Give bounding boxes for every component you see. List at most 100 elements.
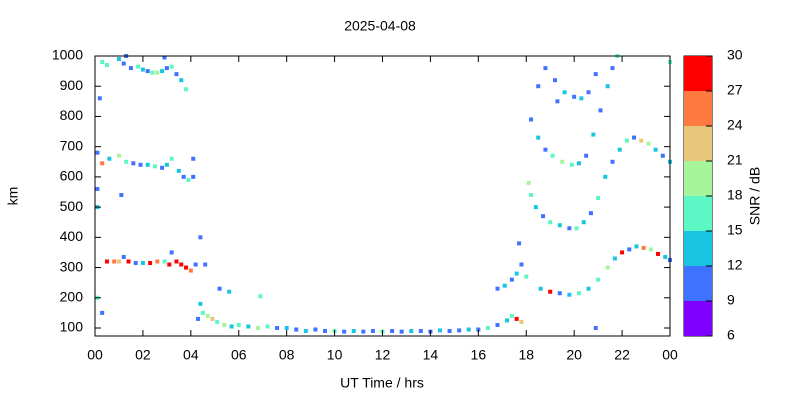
data-point xyxy=(529,193,534,198)
data-point xyxy=(162,55,167,60)
data-point xyxy=(541,214,546,219)
data-point xyxy=(342,329,347,334)
x-tick-label: 10 xyxy=(327,347,343,363)
data-point xyxy=(198,235,203,240)
data-point xyxy=(627,247,632,252)
data-point xyxy=(509,313,514,318)
data-point xyxy=(323,329,327,334)
data-point xyxy=(169,250,174,255)
data-point xyxy=(155,259,160,264)
data-point xyxy=(526,180,531,185)
y-tick-label: 1000 xyxy=(52,47,83,63)
data-point xyxy=(656,251,661,256)
data-point xyxy=(409,329,414,334)
data-point xyxy=(610,66,615,71)
data-point xyxy=(160,165,165,170)
data-point xyxy=(119,193,124,198)
data-point xyxy=(593,72,598,77)
y-tick-label: 100 xyxy=(60,319,84,335)
data-point xyxy=(653,147,658,152)
x-tick-label: 14 xyxy=(423,347,439,363)
colorbar-label: SNR / dB xyxy=(747,167,763,225)
data-point xyxy=(174,259,179,264)
colorbar-tick-label: 12 xyxy=(727,257,743,273)
colorbar-tick-label: 6 xyxy=(727,327,735,343)
data-point xyxy=(191,174,196,179)
data-point xyxy=(196,316,201,321)
data-point xyxy=(584,153,589,158)
data-point xyxy=(116,57,121,62)
data-point xyxy=(605,84,610,89)
points xyxy=(95,54,672,334)
data-point xyxy=(536,135,541,140)
data-point xyxy=(495,322,500,327)
y-tick-label: 600 xyxy=(60,168,84,184)
data-point xyxy=(567,226,572,231)
data-point xyxy=(191,156,196,161)
data-point xyxy=(200,310,205,315)
data-point xyxy=(574,226,579,231)
data-point xyxy=(160,69,165,74)
x-tick-label: 12 xyxy=(375,347,391,363)
data-point xyxy=(624,138,629,143)
data-point xyxy=(100,310,105,315)
data-point xyxy=(660,153,665,158)
data-point xyxy=(612,256,617,261)
data-point xyxy=(634,244,639,249)
data-point xyxy=(179,78,184,83)
data-point xyxy=(140,261,145,266)
data-point xyxy=(148,261,153,266)
colorbar-band xyxy=(684,196,712,231)
data-point xyxy=(567,292,572,297)
data-point xyxy=(227,289,232,294)
data-point xyxy=(164,66,169,71)
data-point xyxy=(188,268,193,273)
data-point xyxy=(155,70,160,75)
x-tick-label: 06 xyxy=(231,347,247,363)
data-point xyxy=(351,329,356,334)
data-point xyxy=(124,159,129,164)
data-point xyxy=(215,319,220,324)
data-point xyxy=(361,329,366,334)
plot-border xyxy=(94,55,671,337)
data-point xyxy=(164,162,169,167)
data-point xyxy=(529,117,534,122)
data-point xyxy=(560,159,565,164)
x-tick-label: 20 xyxy=(566,347,582,363)
colorbar-band xyxy=(684,301,712,336)
data-point xyxy=(181,174,186,179)
data-point xyxy=(210,316,215,321)
x-tick-label: 08 xyxy=(279,347,295,363)
data-point xyxy=(476,327,481,332)
x-tick-label: 16 xyxy=(471,347,487,363)
data-point xyxy=(162,259,167,264)
data-point xyxy=(579,96,584,101)
data-point xyxy=(620,250,625,255)
data-point xyxy=(145,69,150,74)
y-tick-label: 400 xyxy=(60,228,84,244)
data-point xyxy=(126,259,131,264)
data-point xyxy=(536,84,541,89)
colorbar-tick-label: 27 xyxy=(727,82,743,98)
data-point xyxy=(145,162,150,167)
data-point xyxy=(131,161,136,166)
data-point xyxy=(116,153,121,158)
data-point xyxy=(95,186,100,191)
x-tick-label: 04 xyxy=(183,347,199,363)
colorbar-tick-label: 15 xyxy=(727,222,743,238)
data-point xyxy=(524,274,529,279)
data-point xyxy=(217,286,222,291)
data-point xyxy=(514,316,519,321)
data-point xyxy=(543,66,548,71)
y-tick-label: 900 xyxy=(60,77,84,93)
data-point xyxy=(519,319,524,324)
x-tick-label: 02 xyxy=(135,347,151,363)
data-point xyxy=(610,159,615,164)
data-point xyxy=(97,96,102,101)
data-point xyxy=(457,328,462,333)
data-point xyxy=(588,211,593,216)
data-point xyxy=(605,265,610,270)
data-point xyxy=(313,327,318,332)
colorbar-tick-label: 9 xyxy=(727,292,735,308)
